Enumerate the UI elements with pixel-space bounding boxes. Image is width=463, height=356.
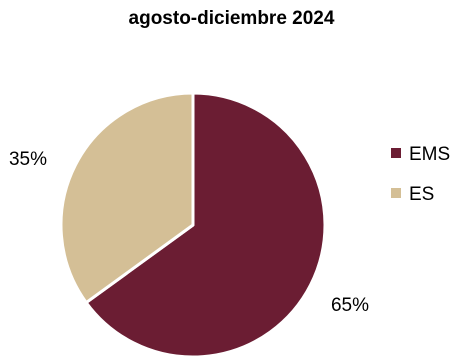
chart-title: agosto-diciembre 2024 [128, 8, 335, 29]
legend-label-es: ES [409, 184, 434, 205]
data-label-es: 35% [9, 149, 47, 170]
pie-data-labels: 65% 35% [9, 149, 369, 316]
legend-swatch-es [391, 188, 401, 198]
chart-legend: EMS ES [391, 144, 450, 205]
legend-item-ems: EMS [391, 144, 450, 165]
legend-label-ems: EMS [409, 144, 450, 165]
pie-slice-es [59, 91, 195, 305]
legend-item-es: ES [391, 184, 434, 205]
pie-slice-ems [84, 91, 327, 356]
pie-slices [59, 91, 327, 356]
legend-swatch-ems [391, 148, 401, 158]
data-label-ems: 65% [331, 295, 369, 316]
